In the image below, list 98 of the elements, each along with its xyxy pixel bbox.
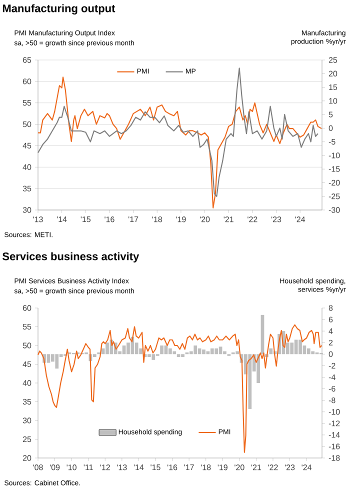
x-tick-label: '24 xyxy=(302,464,312,470)
x-tick-label: '20 xyxy=(234,464,244,470)
y-tick-label: 20 xyxy=(22,455,32,461)
y2-tick-label: -16 xyxy=(328,444,340,450)
bar xyxy=(55,354,59,369)
y-tick-label: 55 xyxy=(22,324,32,330)
y-tick-label: 50 xyxy=(22,342,32,348)
x-tick-label: '21 xyxy=(224,216,234,222)
y2-tick-label: -10 xyxy=(328,152,340,158)
x-tick-label: '14 xyxy=(134,464,144,470)
y2-tick-label: -30 xyxy=(328,207,340,213)
y2-tick-label: -25 xyxy=(328,194,340,200)
x-tick-label: '23 xyxy=(284,464,295,470)
bar xyxy=(176,354,180,358)
y-tick-label: 45 xyxy=(22,361,32,368)
x-tick-label: '08 xyxy=(33,464,43,470)
x-tick-label: '10 xyxy=(66,464,76,470)
bar xyxy=(269,348,273,354)
x-tick-label: '19 xyxy=(176,216,186,222)
y2-tick-label: -14 xyxy=(328,432,340,438)
y2-tick-label: -2 xyxy=(328,362,336,368)
x-tick-label: '19 xyxy=(218,464,228,470)
y-tick-label: 60 xyxy=(22,78,32,84)
y-tick-label: 30 xyxy=(22,207,32,213)
chart-title: Services business activity xyxy=(2,252,140,262)
y-tick-label: 40 xyxy=(22,164,32,170)
y2-tick-label: 6 xyxy=(328,316,333,322)
bar xyxy=(202,350,206,354)
x-tick-label: '15 xyxy=(80,216,91,222)
y2-tick-label: 10 xyxy=(329,98,338,104)
y2-tick-label: -12 xyxy=(328,420,340,426)
bar xyxy=(298,340,302,354)
y2-tick-label: 4 xyxy=(328,328,333,334)
x-tick-label: '17 xyxy=(128,216,138,222)
x-tick-label: '24 xyxy=(295,216,306,222)
y2-tick-label: 2 xyxy=(328,340,333,346)
y2-tick-label: -4 xyxy=(328,374,336,380)
y-tick-label: 50 xyxy=(22,121,32,128)
x-tick-label: '15 xyxy=(150,464,160,470)
x-tick-label: '17 xyxy=(184,464,194,470)
x-tick-label: '22 xyxy=(248,216,258,222)
bar xyxy=(148,354,151,358)
y2-tick-label: -15 xyxy=(328,166,340,172)
y2-tick-label: 15 xyxy=(329,84,338,90)
y2-tick-label: -18 xyxy=(328,455,340,461)
bar xyxy=(248,354,252,409)
x-tick-label: '12 xyxy=(100,464,110,470)
y-tick-label: 40 xyxy=(22,380,32,386)
bar xyxy=(290,342,294,354)
bar xyxy=(160,346,164,354)
y-tick-label: 25 xyxy=(22,436,32,442)
y2-tick-label: -6 xyxy=(328,386,336,392)
x-tick-label: '13 xyxy=(117,464,127,470)
y-tick-label: 35 xyxy=(22,186,32,192)
y2-tick-label: 5 xyxy=(328,112,333,118)
y2-tick-label: 25 xyxy=(328,57,338,63)
y2-tick-label: -20 xyxy=(328,180,340,186)
x-tick-label: '23 xyxy=(271,216,282,222)
bar xyxy=(46,354,50,363)
bar xyxy=(214,348,218,354)
x-tick-label: '22 xyxy=(268,464,278,470)
y2-tick-label: -8 xyxy=(328,397,336,404)
x-tick-label: '20 xyxy=(200,216,210,222)
bar xyxy=(168,348,172,354)
bar xyxy=(236,351,239,354)
y2-tick-label: 0 xyxy=(328,125,333,132)
x-tick-label: '14 xyxy=(57,216,67,222)
x-tick-label: '18 xyxy=(201,464,211,470)
y-tick-label: 60 xyxy=(22,305,32,311)
x-tick-label: '16 xyxy=(104,216,114,222)
y-tick-label: 30 xyxy=(22,418,32,424)
bar xyxy=(92,354,96,358)
x-tick-label: '18 xyxy=(152,216,162,222)
bar xyxy=(172,351,176,354)
bar xyxy=(181,354,184,358)
bar xyxy=(210,348,214,354)
y-tick-label: 45 xyxy=(22,142,32,148)
bar xyxy=(311,351,315,354)
bar xyxy=(256,354,260,383)
y2-tick-label: 8 xyxy=(328,305,333,311)
x-tick-label: '21 xyxy=(251,464,262,470)
chart-title: Manufacturing output xyxy=(2,4,116,14)
y-tick-label: 35 xyxy=(22,398,32,405)
x-tick-label: '09 xyxy=(50,464,60,470)
bar xyxy=(306,348,310,354)
y2-tick-label: 20 xyxy=(328,70,338,76)
y2-tick-label: 0 xyxy=(328,351,333,357)
y-tick-label: 65 xyxy=(22,57,32,63)
x-tick-label: '11 xyxy=(84,464,93,470)
x-tick-label: '16 xyxy=(167,464,178,470)
bar xyxy=(294,340,298,354)
y2-tick-label: -5 xyxy=(328,139,336,145)
bar xyxy=(106,342,109,354)
x-tick-label: '13 xyxy=(33,216,43,222)
bar xyxy=(194,346,198,354)
bar xyxy=(152,354,156,360)
y-tick-label: 55 xyxy=(22,100,32,106)
y2-tick-label: -10 xyxy=(328,409,340,415)
